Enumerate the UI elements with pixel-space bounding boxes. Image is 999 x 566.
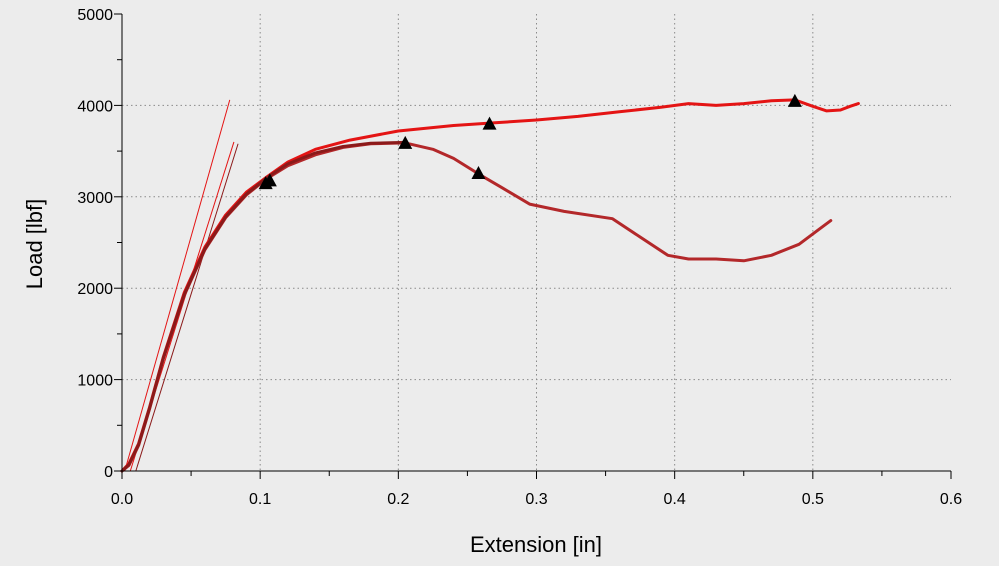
axes: 0.0 0.1 0.2 0.3 0.4 0.5 0.6 0 1000 2000 3000 4000 50… bbox=[77, 7, 962, 508]
peak-marker bbox=[482, 116, 497, 130]
y-tick-label: 3000 bbox=[77, 190, 113, 207]
y-tick-label: 1000 bbox=[77, 373, 113, 390]
y-tick-label: 4000 bbox=[77, 98, 113, 115]
series-line-1 bbox=[120, 98, 860, 473]
y-tick-label: 2000 bbox=[77, 281, 113, 298]
x-tick-label: 0.6 bbox=[940, 491, 962, 508]
modulus-line bbox=[124, 99, 231, 472]
grid bbox=[122, 14, 951, 471]
peak-marker bbox=[787, 93, 802, 107]
x-tick-label: 0.4 bbox=[664, 491, 686, 508]
series-line-3 bbox=[120, 140, 407, 473]
peak-marker bbox=[258, 176, 273, 190]
x-axis-title: Extension [in] bbox=[470, 532, 602, 557]
y-tick-label: 5000 bbox=[77, 7, 113, 24]
series-line-2 bbox=[120, 141, 833, 473]
x-tick-label: 0.0 bbox=[111, 491, 133, 508]
peak-marker bbox=[398, 135, 413, 149]
data-curves bbox=[120, 98, 860, 473]
modulus-line bbox=[135, 143, 239, 472]
peak-marker bbox=[471, 166, 486, 180]
y-axis-title: Load [lbf] bbox=[22, 199, 47, 290]
x-tick-label: 0.1 bbox=[249, 491, 271, 508]
peak-markers bbox=[258, 93, 802, 190]
x-tick-label: 0.3 bbox=[525, 491, 547, 508]
y-tick-label: 0 bbox=[104, 464, 113, 481]
x-tick-label: 0.5 bbox=[802, 491, 824, 508]
x-tick-label: 0.2 bbox=[387, 491, 409, 508]
